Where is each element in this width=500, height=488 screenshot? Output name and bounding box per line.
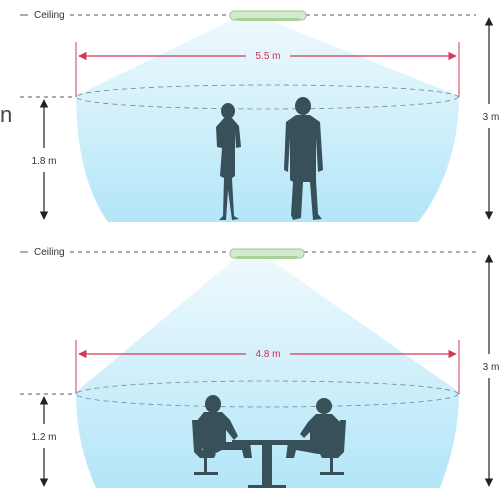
span-label: 5.5 m	[255, 51, 280, 62]
standing-woman-silhouette	[216, 103, 241, 220]
seated-meeting-silhouette	[192, 395, 346, 488]
mount-height-label: 3 m	[483, 112, 500, 123]
coverage-panel-seated: Ceiling 4.8 m 1.2 m 3 m	[0, 244, 500, 488]
detection-plane-ellipse	[75, 380, 459, 408]
detection-plane-ellipse	[75, 84, 459, 110]
sensor-height-label: 1.8 m	[31, 156, 56, 167]
standing-man-silhouette	[284, 97, 323, 220]
detection-cone	[76, 19, 459, 222]
detection-cone	[76, 258, 459, 488]
coverage-diagram-standing: Ceiling 5.5 m 1.8 m 3 m n	[0, 10, 500, 222]
mount-height-label: 3 m	[483, 362, 500, 373]
coverage-diagram-seated: Ceiling 4.8 m 1.2 m 3 m	[20, 247, 500, 488]
sensor-height-label: 1.2 m	[31, 432, 56, 443]
ceiling-label: Ceiling	[34, 10, 65, 21]
edge-fragment-text: n	[0, 102, 12, 127]
span-label: 4.8 m	[255, 349, 280, 360]
ceiling-label: Ceiling	[34, 247, 65, 258]
coverage-panel-standing: Ceiling 5.5 m 1.8 m 3 m n	[0, 10, 500, 222]
